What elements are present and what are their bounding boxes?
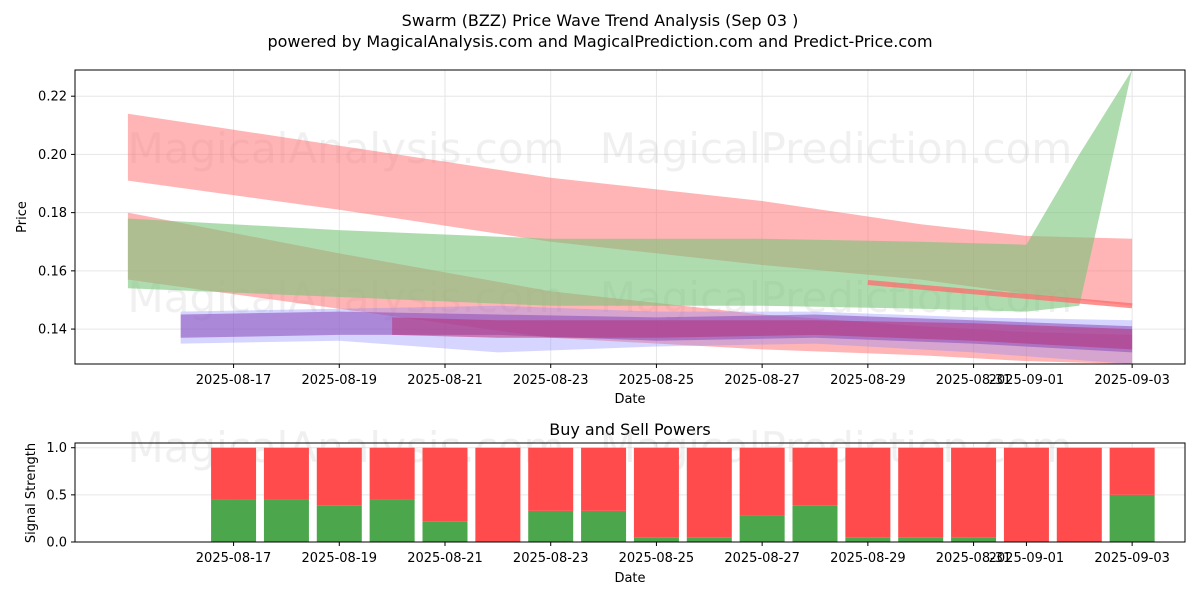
buy-bar [686, 537, 732, 542]
power-bars [211, 447, 1155, 542]
sell-bar [1109, 447, 1155, 495]
price-y-tick-label: 0.20 [38, 148, 67, 163]
price-x-tick-label: 2025-08-19 [302, 373, 378, 388]
buy-bar [1109, 494, 1155, 542]
price-bands [127, 70, 1133, 364]
price-y-tick-label: 0.18 [38, 206, 67, 221]
sell-bar [581, 447, 627, 511]
sell-bar [422, 447, 468, 522]
power-x-tick-label: 2025-08-29 [830, 551, 906, 566]
price-y-label: Price [15, 201, 30, 233]
sell-bar [951, 447, 997, 538]
sell-bar [898, 447, 944, 538]
price-x-tick-label: 2025-09-03 [1094, 373, 1170, 388]
power-y-tick-label: 1.0 [46, 441, 67, 456]
power-x-tick-label: 2025-08-25 [619, 551, 695, 566]
power-axes-frame [74, 442, 1186, 543]
price-x-ticks: 2025-08-17 2025-08-19 2025-08-21 2025-08-23… [196, 364, 1170, 388]
watermark-prediction: MagicalPrediction.com [600, 124, 1073, 173]
buy-bar [211, 499, 257, 542]
price-x-label: Date [614, 392, 645, 407]
power-x-tick-label: 2025-08-21 [407, 551, 483, 566]
price-x-tick-label: 2025-08-29 [830, 373, 906, 388]
power-x-tick-label: 2025-08-27 [724, 551, 800, 566]
power-y-tick-label: 0.0 [46, 536, 67, 551]
price-panel: MagicalAnalysis.com MagicalPrediction.co… [15, 69, 1186, 407]
trend-line-0 [867, 280, 1133, 309]
price-band-2 [127, 70, 1133, 312]
buy-bar [633, 537, 679, 542]
chart-title: Swarm (BZZ) Price Wave Trend Analysis (S… [402, 11, 799, 30]
sell-bar [316, 447, 362, 506]
price-axes-frame [74, 69, 1186, 365]
chart-subtitle: powered by MagicalAnalysis.com and Magic… [267, 32, 932, 51]
buy-bar [898, 537, 944, 542]
power-panel: Buy and Sell Powers MagicalAnalysis.com … [24, 420, 1186, 586]
power-x-tick-label: 2025-09-03 [1094, 551, 1170, 566]
price-band-5 [392, 317, 1133, 350]
price-y-tick-label: 0.16 [38, 264, 67, 279]
price-y-tick-label: 0.22 [38, 90, 67, 105]
price-y-tick-label: 0.14 [38, 323, 67, 338]
power-x-label: Date [614, 571, 645, 586]
buy-bar [845, 537, 891, 542]
price-x-tick-label: 2025-08-27 [724, 373, 800, 388]
buy-bar [739, 515, 785, 542]
power-x-tick-label: 2025-09-01 [989, 551, 1065, 566]
power-x-tick-label: 2025-08-19 [302, 551, 378, 566]
price-x-tick-label: 2025-08-17 [196, 373, 272, 388]
price-x-tick-label: 2025-08-31 [936, 373, 1012, 388]
buy-bar [528, 510, 574, 542]
power-y-tick-label: 0.5 [46, 488, 67, 503]
buy-bar [369, 499, 415, 542]
power-title: Buy and Sell Powers [549, 420, 711, 439]
buy-bar [316, 505, 362, 542]
price-x-tick-label: 2025-09-01 [989, 373, 1065, 388]
sell-bar [475, 447, 521, 542]
buy-bar [581, 510, 627, 542]
sell-bar [1056, 447, 1102, 542]
power-y-label: Signal Strength [24, 443, 39, 543]
buy-bar [422, 521, 468, 542]
power-x-tick-label: 2025-08-17 [196, 551, 272, 566]
sell-bar [263, 447, 309, 500]
sell-bar [792, 447, 838, 506]
sell-bar [739, 447, 785, 516]
buy-bar [263, 499, 309, 542]
buy-bar [951, 537, 997, 542]
price-x-tick-label: 2025-08-25 [619, 373, 695, 388]
sell-bar [686, 447, 732, 538]
sell-bar [528, 447, 574, 511]
power-y-ticks: 0.0 0.5 1.0 [46, 441, 75, 551]
sell-bar [211, 447, 257, 500]
sell-bar [845, 447, 891, 538]
price-x-tick-label: 2025-08-21 [407, 373, 483, 388]
sell-bar [633, 447, 679, 538]
price-x-tick-label: 2025-08-23 [513, 373, 589, 388]
power-x-tick-label: 2025-08-31 [936, 551, 1012, 566]
price-y-ticks: 0.14 0.16 0.18 0.20 0.22 [38, 90, 75, 338]
sell-bar [1003, 447, 1049, 542]
buy-bar [792, 505, 838, 542]
power-x-ticks: 2025-08-17 2025-08-19 2025-08-21 2025-08-23… [196, 542, 1170, 566]
sell-bar [369, 447, 415, 500]
power-x-tick-label: 2025-08-23 [513, 551, 589, 566]
